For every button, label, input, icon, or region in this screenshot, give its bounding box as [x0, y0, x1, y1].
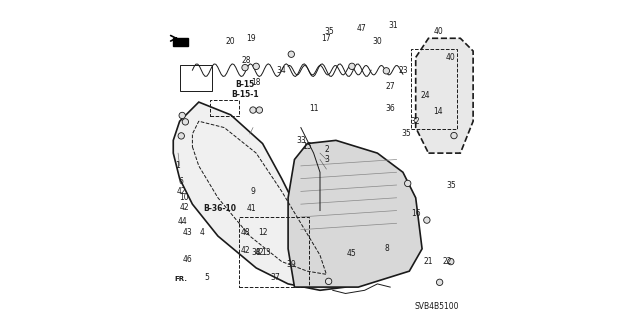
Text: B-36-10: B-36-10: [203, 204, 236, 213]
Text: 48: 48: [240, 228, 250, 237]
Text: 6: 6: [179, 177, 184, 186]
Text: 40: 40: [446, 53, 456, 62]
Text: 15: 15: [303, 142, 312, 151]
Text: 35: 35: [324, 27, 335, 36]
Text: 5: 5: [204, 273, 209, 282]
Circle shape: [349, 63, 355, 70]
Text: 46: 46: [183, 256, 193, 264]
Text: 10: 10: [180, 193, 189, 202]
Text: 32: 32: [411, 117, 420, 126]
Text: 33: 33: [296, 136, 306, 145]
Text: 3: 3: [324, 155, 329, 164]
Text: B-15-1: B-15-1: [231, 90, 259, 99]
Text: 37: 37: [271, 273, 280, 282]
Circle shape: [182, 119, 189, 125]
Circle shape: [253, 63, 259, 70]
Circle shape: [242, 64, 248, 71]
Text: 20: 20: [226, 37, 236, 46]
Text: 12: 12: [258, 228, 268, 237]
Text: 1: 1: [175, 161, 180, 170]
Text: 13: 13: [261, 248, 271, 256]
Text: 39: 39: [287, 260, 296, 269]
Text: 19: 19: [246, 34, 256, 43]
Text: 42: 42: [240, 246, 250, 255]
Text: FR.: FR.: [175, 276, 188, 282]
Text: 2: 2: [324, 145, 329, 154]
Text: 43: 43: [183, 228, 193, 237]
Text: 16: 16: [411, 209, 420, 218]
Text: 14: 14: [433, 107, 443, 116]
Text: 45: 45: [347, 249, 356, 258]
Text: 4: 4: [200, 228, 204, 237]
Text: 47: 47: [356, 24, 366, 33]
Polygon shape: [173, 102, 346, 290]
Text: 18: 18: [252, 78, 261, 87]
Text: B-15: B-15: [236, 80, 255, 89]
Circle shape: [404, 180, 411, 187]
Text: 36: 36: [385, 104, 395, 113]
Text: 31: 31: [388, 21, 398, 30]
Circle shape: [288, 51, 294, 57]
Text: 24: 24: [420, 91, 430, 100]
Text: 27: 27: [385, 82, 395, 91]
Circle shape: [250, 107, 256, 113]
Circle shape: [178, 133, 184, 139]
Text: 38: 38: [252, 248, 261, 256]
Text: 35: 35: [446, 181, 456, 189]
Text: 22: 22: [443, 257, 452, 266]
Text: 40: 40: [433, 27, 443, 36]
Text: 9: 9: [251, 187, 255, 196]
Text: 11: 11: [309, 104, 318, 113]
Text: 28: 28: [242, 56, 252, 65]
Text: 8: 8: [385, 244, 389, 253]
Text: 35: 35: [401, 130, 411, 138]
Text: 23: 23: [398, 66, 408, 75]
Text: 42: 42: [180, 203, 189, 212]
Circle shape: [325, 278, 332, 285]
Circle shape: [447, 258, 454, 265]
Text: 21: 21: [424, 257, 433, 266]
Circle shape: [436, 279, 443, 286]
Text: 17: 17: [321, 34, 331, 43]
Circle shape: [179, 112, 186, 119]
Text: 41: 41: [246, 204, 256, 213]
Polygon shape: [288, 140, 422, 287]
Text: 42: 42: [177, 187, 186, 196]
Circle shape: [256, 107, 262, 113]
Bar: [173, 38, 188, 46]
Text: SVB4B5100: SVB4B5100: [414, 302, 459, 311]
Text: 34: 34: [277, 66, 287, 75]
Circle shape: [451, 132, 457, 139]
Text: 44: 44: [178, 217, 188, 226]
Text: 30: 30: [372, 37, 382, 46]
Text: 42: 42: [255, 248, 264, 256]
Circle shape: [383, 68, 390, 74]
Polygon shape: [416, 38, 473, 153]
Circle shape: [424, 217, 430, 223]
